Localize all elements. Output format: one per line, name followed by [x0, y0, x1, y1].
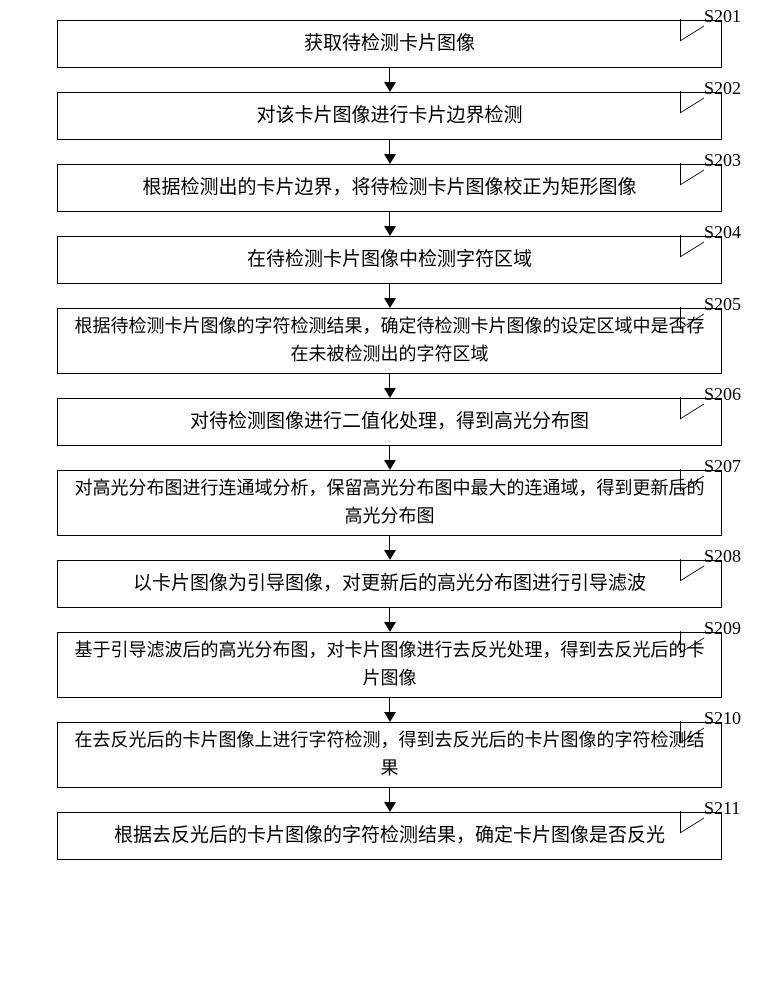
- flow-step-id: S208: [704, 546, 741, 567]
- arrow-shaft: [389, 284, 391, 298]
- arrow-shaft: [389, 374, 391, 388]
- flow-arrow: [384, 374, 396, 398]
- flowchart-container: 获取待检测卡片图像S201 对该卡片图像进行卡片边界检测S202 根据检测出的卡片边…: [0, 20, 779, 860]
- flow-arrow: [384, 536, 396, 560]
- flow-step-id: S211: [704, 798, 740, 819]
- arrow-shaft: [389, 536, 391, 550]
- flow-step-id: S206: [704, 384, 741, 405]
- arrow-head-icon: [384, 550, 396, 560]
- flow-step: 根据待检测卡片图像的字符检测结果，确定待检测卡片图像的设定区域中是否存在未被检测…: [0, 308, 779, 374]
- flow-step-id: S204: [704, 222, 741, 243]
- arrow-shaft: [389, 446, 391, 460]
- arrow-head-icon: [384, 712, 396, 722]
- flow-step: 基于引导滤波后的高光分布图，对卡片图像进行去反光处理，得到去反光后的卡片图像S2…: [0, 632, 779, 698]
- arrow-shaft: [389, 140, 391, 154]
- flow-step-id: S207: [704, 456, 741, 477]
- flow-arrow: [384, 788, 396, 812]
- flow-step-box: 以卡片图像为引导图像，对更新后的高光分布图进行引导滤波: [57, 560, 722, 608]
- flow-step-box: 对待检测图像进行二值化处理，得到高光分布图: [57, 398, 722, 446]
- flow-step-box: 根据检测出的卡片边界，将待检测卡片图像校正为矩形图像: [57, 164, 722, 212]
- flow-step-id: S209: [704, 618, 741, 639]
- flow-step: 以卡片图像为引导图像，对更新后的高光分布图进行引导滤波S208: [0, 560, 779, 608]
- flow-arrow: [384, 698, 396, 722]
- flow-step: 对待检测图像进行二值化处理，得到高光分布图S206: [0, 398, 779, 446]
- flow-step-id: S201: [704, 6, 741, 27]
- arrow-head-icon: [384, 622, 396, 632]
- flow-step: 根据检测出的卡片边界，将待检测卡片图像校正为矩形图像S203: [0, 164, 779, 212]
- arrow-shaft: [389, 698, 391, 712]
- flow-step: 根据去反光后的卡片图像的字符检测结果，确定卡片图像是否反光S211: [0, 812, 779, 860]
- flow-step: 对该卡片图像进行卡片边界检测S202: [0, 92, 779, 140]
- arrow-head-icon: [384, 388, 396, 398]
- flow-step-id: S203: [704, 150, 741, 171]
- flow-arrow: [384, 212, 396, 236]
- flow-arrow: [384, 446, 396, 470]
- arrow-shaft: [389, 68, 391, 82]
- flow-step-box: 根据去反光后的卡片图像的字符检测结果，确定卡片图像是否反光: [57, 812, 722, 860]
- flow-step-id: S205: [704, 294, 741, 315]
- flow-step: 在去反光后的卡片图像上进行字符检测，得到去反光后的卡片图像的字符检测结果S210: [0, 722, 779, 788]
- flow-arrow: [384, 608, 396, 632]
- arrow-shaft: [389, 212, 391, 226]
- arrow-shaft: [389, 788, 391, 802]
- flow-step: 对高光分布图进行连通域分析，保留高光分布图中最大的连通域，得到更新后的高光分布图…: [0, 470, 779, 536]
- flow-step-box: 在待检测卡片图像中检测字符区域: [57, 236, 722, 284]
- arrow-head-icon: [384, 460, 396, 470]
- flow-arrow: [384, 284, 396, 308]
- arrow-head-icon: [384, 82, 396, 92]
- flow-step-box: 根据待检测卡片图像的字符检测结果，确定待检测卡片图像的设定区域中是否存在未被检测…: [57, 308, 722, 374]
- flow-step-id: S210: [704, 708, 741, 729]
- flow-step-box: 在去反光后的卡片图像上进行字符检测，得到去反光后的卡片图像的字符检测结果: [57, 722, 722, 788]
- flow-step-box: 对该卡片图像进行卡片边界检测: [57, 92, 722, 140]
- flow-step-id: S202: [704, 78, 741, 99]
- arrow-head-icon: [384, 298, 396, 308]
- flow-step-box: 基于引导滤波后的高光分布图，对卡片图像进行去反光处理，得到去反光后的卡片图像: [57, 632, 722, 698]
- arrow-head-icon: [384, 802, 396, 812]
- arrow-shaft: [389, 608, 391, 622]
- flow-arrow: [384, 68, 396, 92]
- flow-step: 在待检测卡片图像中检测字符区域S204: [0, 236, 779, 284]
- arrow-head-icon: [384, 154, 396, 164]
- arrow-head-icon: [384, 226, 396, 236]
- flow-step-box: 对高光分布图进行连通域分析，保留高光分布图中最大的连通域，得到更新后的高光分布图: [57, 470, 722, 536]
- flow-step: 获取待检测卡片图像S201: [0, 20, 779, 68]
- flow-arrow: [384, 140, 396, 164]
- flow-step-box: 获取待检测卡片图像: [57, 20, 722, 68]
